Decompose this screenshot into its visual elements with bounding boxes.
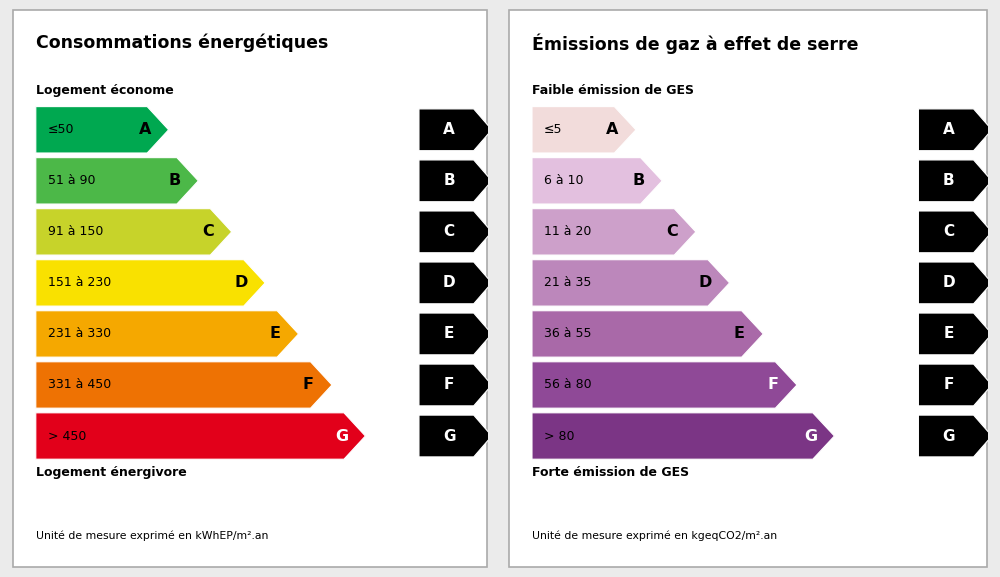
Text: B: B [943, 173, 955, 188]
Polygon shape [36, 158, 198, 204]
Polygon shape [918, 262, 992, 304]
Text: A: A [443, 122, 455, 137]
Text: D: D [699, 275, 712, 290]
Text: ≤5: ≤5 [544, 123, 562, 136]
Text: 231 à 330: 231 à 330 [48, 327, 111, 340]
Polygon shape [419, 415, 492, 457]
Polygon shape [419, 211, 492, 253]
Text: B: B [443, 173, 455, 188]
Text: 21 à 35: 21 à 35 [544, 276, 591, 290]
Polygon shape [918, 364, 992, 406]
Text: D: D [443, 275, 455, 290]
Text: D: D [235, 275, 248, 290]
Text: 51 à 90: 51 à 90 [48, 174, 95, 188]
Text: 36 à 55: 36 à 55 [544, 327, 592, 340]
Text: 331 à 450: 331 à 450 [48, 379, 111, 391]
Text: Émissions de gaz à effet de serre: Émissions de gaz à effet de serre [532, 34, 858, 54]
Polygon shape [532, 209, 696, 255]
Text: E: E [944, 327, 954, 342]
Text: 11 à 20: 11 à 20 [544, 226, 591, 238]
Polygon shape [36, 362, 332, 408]
Text: F: F [767, 377, 778, 392]
Text: F: F [444, 377, 454, 392]
Text: > 450: > 450 [48, 429, 86, 443]
Text: Logement économe: Logement économe [36, 84, 174, 97]
Text: A: A [139, 122, 151, 137]
Text: F: F [303, 377, 314, 392]
Text: B: B [632, 173, 644, 188]
Text: C: C [202, 224, 214, 239]
Polygon shape [419, 109, 492, 151]
Polygon shape [419, 313, 492, 355]
Polygon shape [918, 160, 992, 202]
Text: 151 à 230: 151 à 230 [48, 276, 111, 290]
Polygon shape [36, 107, 169, 153]
Text: Consommations énergétiques: Consommations énergétiques [36, 34, 328, 53]
Text: F: F [944, 377, 954, 392]
Text: C: C [666, 224, 678, 239]
Polygon shape [419, 262, 492, 304]
Text: Unité de mesure exprimé en kgeqCO2/m².an: Unité de mesure exprimé en kgeqCO2/m².an [532, 531, 777, 541]
Polygon shape [532, 413, 834, 459]
Polygon shape [36, 311, 299, 357]
Polygon shape [918, 415, 992, 457]
Text: E: E [734, 327, 745, 342]
Text: > 80: > 80 [544, 429, 574, 443]
Polygon shape [36, 413, 365, 459]
Text: C: C [444, 224, 455, 239]
FancyBboxPatch shape [13, 10, 487, 567]
Polygon shape [532, 362, 797, 408]
Polygon shape [532, 158, 662, 204]
Text: Unité de mesure exprimé en kWhEP/m².an: Unité de mesure exprimé en kWhEP/m².an [36, 531, 268, 541]
Polygon shape [36, 260, 265, 306]
FancyBboxPatch shape [509, 10, 987, 567]
Polygon shape [918, 313, 992, 355]
Text: E: E [269, 327, 280, 342]
Polygon shape [532, 260, 730, 306]
Polygon shape [419, 364, 492, 406]
Text: Faible émission de GES: Faible émission de GES [532, 84, 694, 97]
Text: G: G [443, 429, 455, 444]
Text: E: E [444, 327, 454, 342]
Polygon shape [918, 109, 992, 151]
Text: ≤50: ≤50 [48, 123, 74, 136]
Polygon shape [532, 311, 763, 357]
Polygon shape [918, 211, 992, 253]
Text: Logement énergivore: Logement énergivore [36, 466, 187, 479]
Text: 56 à 80: 56 à 80 [544, 379, 592, 391]
Text: G: G [804, 429, 817, 444]
Polygon shape [36, 209, 232, 255]
Text: A: A [606, 122, 618, 137]
Polygon shape [419, 160, 492, 202]
Text: G: G [943, 429, 955, 444]
Text: B: B [168, 173, 181, 188]
Polygon shape [532, 107, 636, 153]
Text: 6 à 10: 6 à 10 [544, 174, 584, 188]
Text: 91 à 150: 91 à 150 [48, 226, 103, 238]
Text: D: D [942, 275, 955, 290]
Text: C: C [943, 224, 954, 239]
Text: G: G [335, 429, 348, 444]
Text: A: A [943, 122, 955, 137]
Text: Forte émission de GES: Forte émission de GES [532, 466, 689, 479]
